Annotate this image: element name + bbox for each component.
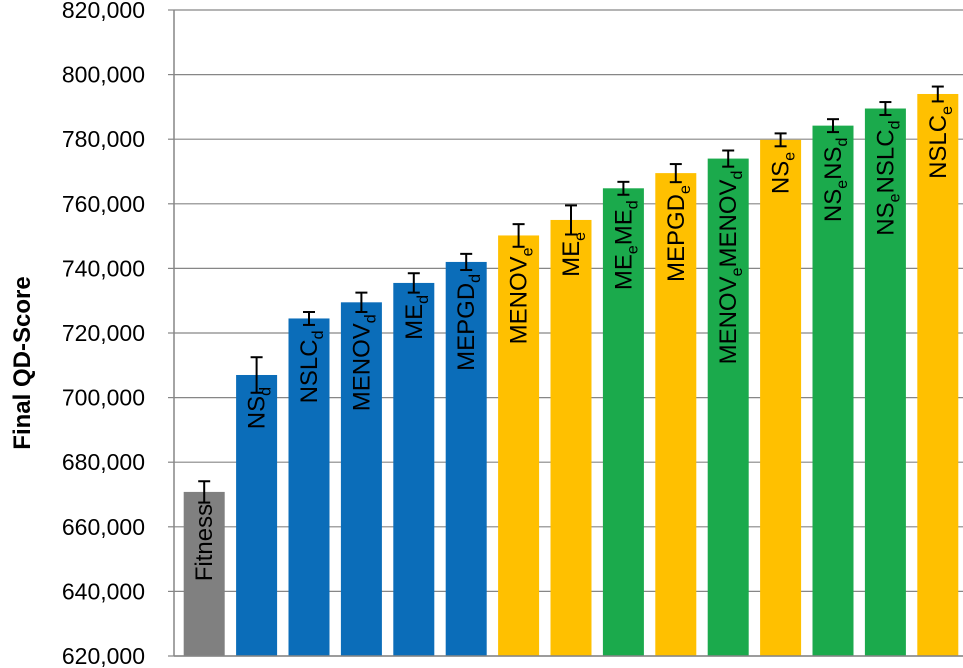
bar-label: MENOVd <box>348 314 379 411</box>
y-tick-label: 720,000 <box>62 320 145 346</box>
bar <box>340 302 382 656</box>
bar-label: NSeNSLCd <box>872 121 903 236</box>
bar-group: NSd <box>236 356 278 656</box>
bar <box>602 188 644 656</box>
bar <box>393 282 435 656</box>
y-tick-label: 680,000 <box>62 449 145 475</box>
bar-label: MEPGDe <box>663 185 694 282</box>
y-tick-label: 700,000 <box>62 385 145 411</box>
bar-group: MENOVd <box>340 291 382 656</box>
bar <box>498 235 540 657</box>
y-tick-label: 760,000 <box>62 191 145 217</box>
bar <box>288 318 330 656</box>
bar-label: MENOVeMENOVd <box>715 171 746 365</box>
bar-group: MENOVe <box>498 223 540 657</box>
bar-label: MENOVe <box>506 247 537 344</box>
y-tick-label: 660,000 <box>62 514 145 540</box>
bar <box>760 139 802 656</box>
bar <box>917 93 959 657</box>
bar-label: NSe <box>768 152 799 194</box>
bar <box>812 125 854 656</box>
y-tick-label: 620,000 <box>62 643 145 668</box>
bar-label: MEd <box>401 295 432 340</box>
y-tick-label: 800,000 <box>62 62 145 88</box>
bar-group: NSe <box>760 132 802 656</box>
bar-label: MEe <box>558 232 589 277</box>
bar <box>655 173 697 657</box>
bar-group: NSeNSd <box>812 118 854 656</box>
y-tick-label: 820,000 <box>62 0 145 23</box>
bar-label: NSLCe <box>925 106 956 179</box>
bar <box>550 219 592 656</box>
bar-label: NSd <box>244 387 275 429</box>
bar <box>445 261 487 656</box>
y-axis-label: Final QD-Score <box>9 276 36 449</box>
bar-label: MEPGDd <box>453 274 484 371</box>
y-tick-label: 640,000 <box>62 578 145 604</box>
bar <box>864 108 906 656</box>
bar-group: NSeNSLCd <box>864 101 906 656</box>
y-tick-labels: 620,000 640,000 660,000 680,000 700,000 720,0… <box>62 0 145 668</box>
bar-group: Fitness <box>183 480 225 656</box>
bar-group: NSLCe <box>917 85 959 657</box>
bar <box>236 374 278 656</box>
bar-group: NSLCd <box>288 311 330 656</box>
bar <box>707 158 749 656</box>
bar-label: NSeNSd <box>820 138 851 223</box>
bar-label: Fitness <box>191 504 218 581</box>
bar-label: MEeMEd <box>610 200 641 290</box>
bar-group: MEPGDe <box>655 163 697 657</box>
bar <box>183 491 225 656</box>
bar-group: MENOVeMENOVd <box>707 149 749 656</box>
y-tick-label: 740,000 <box>62 255 145 281</box>
bar-group: MEe <box>550 204 592 656</box>
bar-label: NSLCd <box>296 330 327 403</box>
bar-group: MEeMEd <box>602 180 644 656</box>
y-tick-label: 780,000 <box>62 126 145 152</box>
bar-group: MEd <box>393 272 435 656</box>
bar-group: MEPGDd <box>445 252 487 656</box>
